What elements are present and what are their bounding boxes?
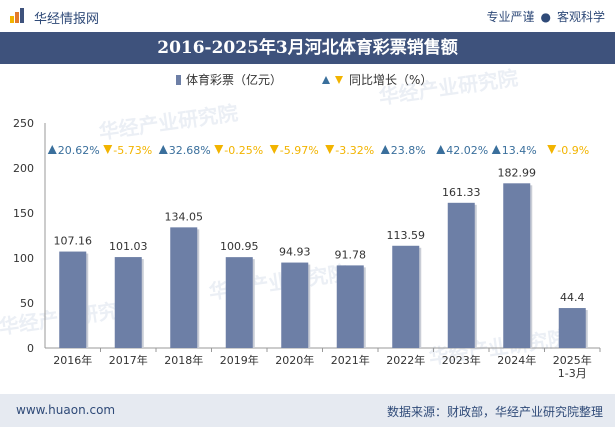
bar [503,183,531,348]
x-tick-label: 2024年 [497,353,536,367]
growth-up-triangle-icon [380,145,390,154]
watermark-text: 华经产业研究院 [97,101,239,144]
growth-label: -5.73% [113,144,152,157]
bar [114,257,142,348]
slogan-separator: ● [540,10,551,24]
x-tick-label: 2021年 [331,353,370,367]
footer-bar: www.huaon.com 数据来源：财政部，华经产业研究院整理 [0,394,615,427]
chart-title: 2016-2025年3月河北体育彩票销售额 [157,38,458,58]
bar-value-label: 113.59 [387,229,426,242]
legend-up-triangle-icon [322,76,330,84]
legend-down-triangle-icon [335,76,343,84]
bar [59,251,87,348]
x-tick-label: 2023年 [442,353,481,367]
growth-down-triangle-icon [269,145,279,154]
x-tick-label: 2016年 [53,353,92,367]
y-tick-label: 100 [13,252,34,265]
title-bar: 2016-2025年3月河北体育彩票销售额 [0,32,615,64]
bar [225,257,253,348]
growth-label: -0.9% [557,144,589,157]
slogan-b: 客观科学 [556,10,605,24]
legend-label-sales: 体育彩票（亿元） [186,72,282,87]
bar [558,308,586,348]
slogan: 专业严谨 ● 客观科学 [486,8,605,25]
bar-chart: 华经产业研究院华经产业研究院华经产业研究院华经产业研究院华经产业研究院体育彩票（… [0,66,601,380]
top-bar: 华经情报网 专业严谨 ● 客观科学 [0,0,615,32]
growth-label: -0.25% [224,144,263,157]
growth-up-triangle-icon [158,145,168,154]
y-tick-label: 0 [27,342,34,355]
growth-up-triangle-icon [47,145,57,154]
growth-label: 23.8% [391,144,426,157]
growth-label: -5.97% [280,144,319,157]
bar-value-label: 161.33 [442,186,481,199]
growth-down-triangle-icon [547,145,557,154]
growth-up-triangle-icon [436,145,446,154]
bar-value-label: 100.95 [220,240,259,253]
bar-value-label: 44.4 [560,291,585,304]
y-tick-label: 150 [13,207,34,220]
growth-down-triangle-icon [103,145,113,154]
y-tick-label: 200 [13,162,34,175]
growth-down-triangle-icon [325,145,335,154]
bar [447,202,475,348]
bar-value-label: 91.78 [335,248,367,261]
bar-value-label: 182.99 [498,166,537,179]
x-tick-label: 2022年 [386,353,425,367]
brand-name: 华经情报网 [34,12,100,27]
growth-label: 20.62% [58,144,100,157]
bar-value-label: 134.05 [165,210,204,223]
slogan-a: 专业严谨 [486,10,535,24]
growth-label: 13.4% [502,144,537,157]
x-tick-label: 2017年 [109,353,148,367]
growth-label: -3.32% [335,144,374,157]
x-tick-label: 2018年 [164,353,203,367]
growth-label: 32.68% [169,144,211,157]
bar [392,245,420,348]
x-tick-label: 2020年 [275,353,314,367]
bar-value-label: 107.16 [54,235,93,248]
growth-label: 42.02% [446,144,488,157]
footer-source: 数据来源：财政部，华经产业研究院整理 [386,405,603,419]
footer-website: www.huaon.com [16,403,116,417]
growth-up-triangle-icon [491,145,501,154]
huajing-logo-icon [10,8,24,23]
y-tick-label: 50 [20,297,34,310]
x-tick-label: 2025年 1-3月 [553,353,592,380]
growth-down-triangle-icon [214,145,224,154]
bar [281,262,309,348]
legend-label-growth: 同比增长（%） [349,73,432,87]
bar-value-label: 101.03 [109,240,148,253]
bar [336,265,364,348]
x-tick-label: 2019年 [220,353,259,367]
bar-value-label: 94.93 [279,246,311,259]
legend-swatch-sales [176,75,181,85]
y-tick-label: 250 [13,117,34,130]
bar [170,227,198,348]
